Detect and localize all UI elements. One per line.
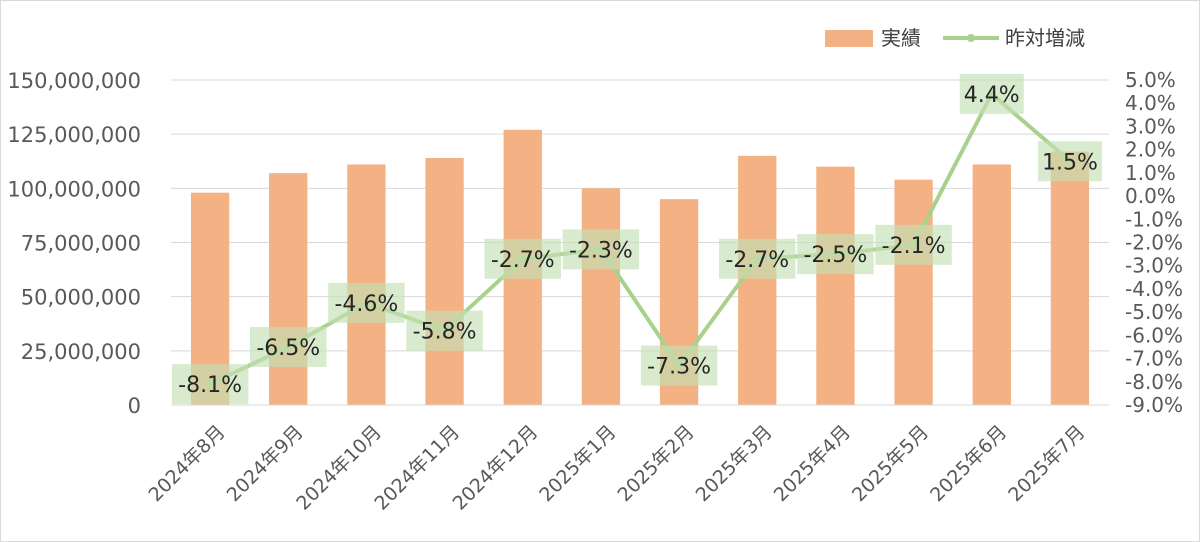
x-axis-tick-label: 2025年7月 xyxy=(1004,421,1089,506)
bar xyxy=(425,158,464,405)
data-label-box xyxy=(875,224,952,265)
right-axis-tick-label: -9.0% xyxy=(1125,393,1183,417)
legend: 実績 昨対増減 xyxy=(825,26,1085,50)
data-label-box xyxy=(640,345,718,386)
right-axis-tick-label: -1.0% xyxy=(1125,207,1183,231)
bar xyxy=(738,155,777,405)
bar xyxy=(581,188,621,405)
left-axis-tick-label: 125,000,000 xyxy=(7,123,141,147)
data-label: -4.6% xyxy=(334,292,398,317)
right-axis-tick-label: 2.0% xyxy=(1125,138,1176,162)
x-axis-tick-label: 2025年3月 xyxy=(692,421,777,506)
right-axis-tick-label: -8.0% xyxy=(1125,370,1183,394)
right-axis-tick-label: 3.0% xyxy=(1125,114,1176,138)
bar xyxy=(1050,151,1090,405)
x-axis-tick-label: 2025年6月 xyxy=(926,421,1011,506)
x-axis: 2024年8月2024年9月2024年10月2024年11月2024年12月20… xyxy=(144,404,1109,515)
x-axis-tick-label: 2025年1月 xyxy=(535,421,620,506)
left-axis: 0 25,000,000 50,000,000 75,000,000 100,000,0… xyxy=(7,69,141,418)
x-axis-tick-label: 2025年2月 xyxy=(613,421,698,506)
right-axis: -9.0%-8.0%-7.0%-6.0%-5.0%-4.0%-3.0%-2.0%… xyxy=(1125,68,1183,417)
left-axis-tick-label: 25,000,000 xyxy=(21,340,141,364)
bar xyxy=(894,179,933,405)
data-labels: -8.1% -6.5% -4.6% -5.8% -2.7% -2.3% -7.3% -2.7%… xyxy=(171,73,1102,405)
data-label: -6.5% xyxy=(256,336,320,361)
right-axis-tick-label: -4.0% xyxy=(1125,277,1183,301)
data-label: -2.3% xyxy=(569,238,633,263)
data-label: -2.7% xyxy=(725,248,789,273)
bar xyxy=(816,166,855,405)
right-axis-tick-label: 4.0% xyxy=(1125,91,1176,115)
bar xyxy=(269,173,308,405)
data-label-box xyxy=(250,326,327,367)
right-axis-tick-label: -2.0% xyxy=(1125,231,1183,255)
data-label: -2.5% xyxy=(803,243,867,268)
left-axis-tick-label: 150,000,000 xyxy=(7,69,141,93)
legend-label-bar: 実績 xyxy=(881,26,921,50)
left-axis-tick-label: 75,000,000 xyxy=(21,232,141,256)
left-axis-tick-label: 0 xyxy=(128,394,141,418)
data-label: -5.8% xyxy=(413,320,477,345)
data-label: 1.5% xyxy=(1042,150,1098,175)
legend-swatch-marker xyxy=(967,34,975,42)
right-axis-tick-label: -3.0% xyxy=(1125,254,1183,278)
data-label-box xyxy=(406,310,483,351)
data-label-box xyxy=(171,364,249,405)
data-label-box xyxy=(562,229,640,270)
data-label-box xyxy=(797,234,874,275)
x-axis-tick-label: 2025年4月 xyxy=(770,421,855,506)
data-label-box xyxy=(959,73,1024,114)
right-axis-tick-label: -6.0% xyxy=(1125,323,1183,347)
right-axis-tick-label: -7.0% xyxy=(1125,347,1183,371)
data-label-box xyxy=(328,282,405,323)
data-label: 4.4% xyxy=(964,83,1020,108)
right-axis-tick-label: 1.0% xyxy=(1125,161,1176,185)
left-axis-tick-label: 50,000,000 xyxy=(21,286,141,310)
data-label: -2.7% xyxy=(491,248,555,273)
gridlines xyxy=(171,79,1109,406)
data-label-box xyxy=(1037,141,1102,182)
right-axis-tick-label: -5.0% xyxy=(1125,300,1183,324)
data-label: -2.1% xyxy=(882,234,946,259)
legend-label-line: 昨対増減 xyxy=(1005,26,1085,50)
x-axis-tick-label: 2024年8月 xyxy=(144,421,229,506)
right-axis-tick-label: 5.0% xyxy=(1125,68,1176,92)
bar xyxy=(972,164,1011,405)
data-label: -8.1% xyxy=(178,373,242,398)
left-axis-tick-label: 100,000,000 xyxy=(7,177,141,201)
x-axis-tick-label: 2024年9月 xyxy=(223,421,308,506)
right-axis-tick-label: 0.0% xyxy=(1125,184,1176,208)
data-label-box xyxy=(484,238,561,279)
data-label: -7.3% xyxy=(647,355,711,380)
legend-swatch-bar xyxy=(825,30,873,47)
data-label-box xyxy=(719,238,796,279)
x-axis-tick-label: 2025年5月 xyxy=(848,421,933,506)
